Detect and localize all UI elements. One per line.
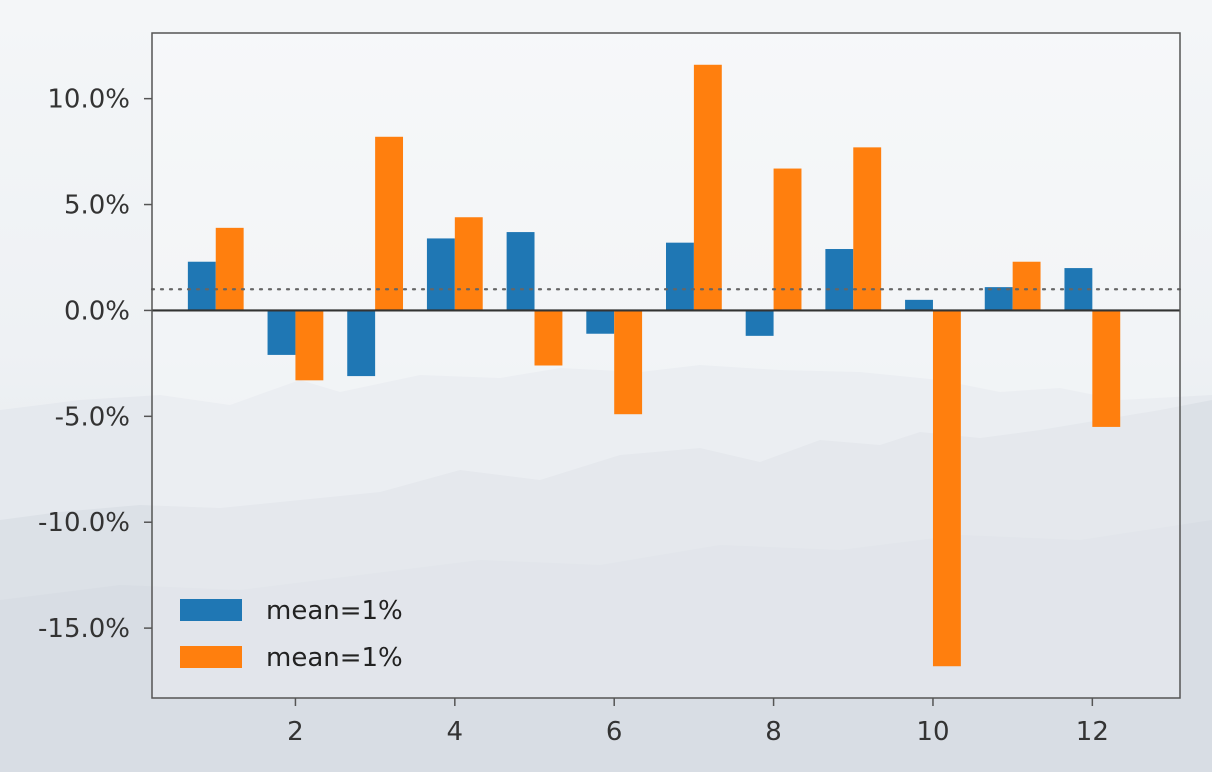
- bar-series2-x10: [932, 310, 961, 667]
- bar-series2-x8: [773, 168, 802, 311]
- mountain-front: [0, 520, 1212, 772]
- x-tick-label: 6: [606, 717, 623, 747]
- y-tick-label: -5.0%: [55, 402, 130, 432]
- bar-series2-x12: [1092, 310, 1121, 427]
- bar-series2-x9: [853, 147, 882, 311]
- x-tick-label: 8: [765, 717, 782, 747]
- x-tick-label: 10: [916, 717, 949, 747]
- bar-series2-x1: [215, 227, 244, 311]
- legend-swatch-series2: [180, 646, 242, 668]
- bar-series1-x4: [426, 238, 455, 311]
- bar-series1-x9: [825, 249, 854, 311]
- y-tick-label: -10.0%: [38, 508, 130, 538]
- legend-label-series2: mean=1%: [266, 643, 403, 673]
- x-tick-label: 4: [447, 717, 464, 747]
- y-tick-label: 10.0%: [47, 85, 130, 115]
- y-tick-label: 5.0%: [64, 191, 130, 221]
- bar-series1-x10: [905, 299, 933, 311]
- plot-frame: [151, 32, 1181, 699]
- x-tick-label: 2: [287, 717, 304, 747]
- chart-layer: 10.0% 5.0% 0.0% -5.0% -10.0% -15.0% 2 4 6 8 10 12 me…: [38, 32, 1182, 747]
- y-tick-label: 0.0%: [64, 296, 130, 326]
- bar-series1-x8: [745, 310, 774, 336]
- bar-series1-x2: [267, 310, 296, 355]
- bar-series1-x7: [666, 242, 694, 311]
- bar-series1-x6: [586, 310, 615, 334]
- legend-label-series1: mean=1%: [266, 596, 403, 626]
- legend-swatch-series1: [180, 599, 242, 621]
- bar-series2-x5: [534, 310, 563, 366]
- y-tick-label: -15.0%: [38, 614, 130, 644]
- bar-series2-x11: [1012, 261, 1041, 311]
- x-tick-label: 12: [1076, 717, 1109, 747]
- bar-series2-x2: [295, 310, 324, 381]
- bar-series1-x3: [347, 310, 376, 377]
- bar-series2-x7: [693, 64, 722, 311]
- bar-series2-x3: [375, 136, 404, 311]
- bar-series1-x5: [506, 232, 535, 311]
- bar-series2-x6: [614, 310, 643, 415]
- bar-series1-x1: [187, 261, 216, 311]
- bar-series2-x4: [454, 217, 483, 311]
- bar-series1-x11: [984, 287, 1013, 311]
